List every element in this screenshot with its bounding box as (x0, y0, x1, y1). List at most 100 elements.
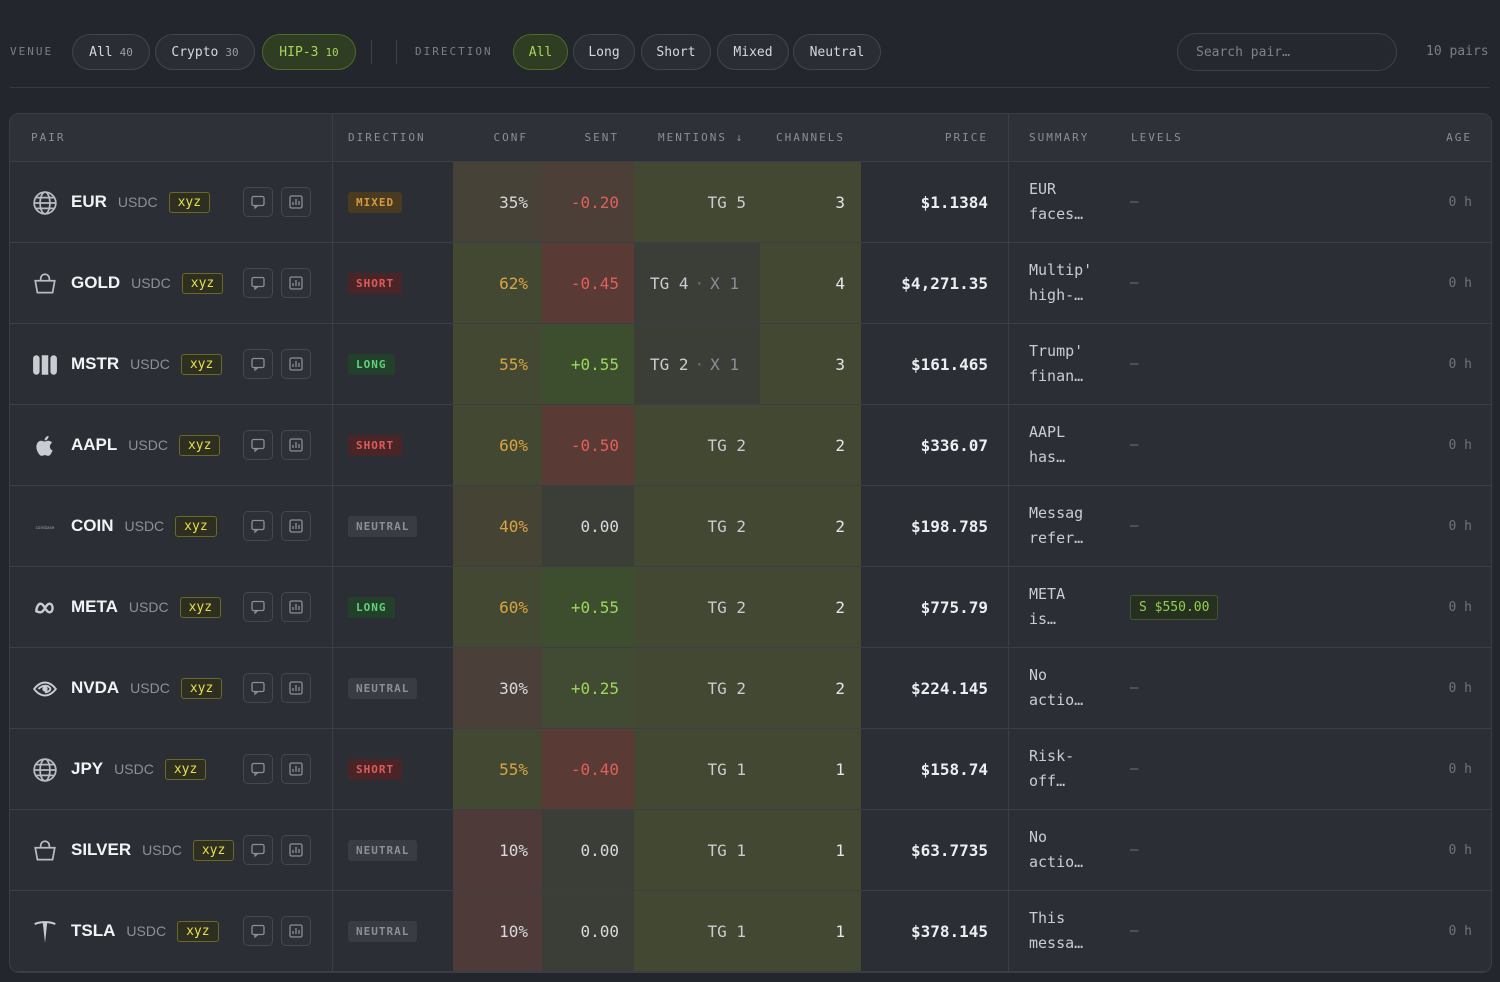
venue-chip-crypto[interactable]: Crypto 30 (155, 34, 255, 70)
pair-ticker[interactable]: GOLD (71, 273, 121, 292)
col-header-channels[interactable]: CHANNELS (776, 131, 845, 144)
conf-cell: 40% (453, 486, 542, 566)
mentions-tg: TG 1 (707, 840, 746, 860)
pair-cell: MSTR USDC xyz (71, 324, 223, 404)
search-input[interactable] (1177, 33, 1397, 71)
pair-ticker[interactable]: SILVER (71, 840, 132, 859)
summary-cell[interactable]: EUR faces… (1029, 162, 1119, 242)
col-header-conf[interactable]: CONF (493, 131, 528, 144)
chart-button[interactable] (281, 673, 311, 703)
direction-cell: NEUTRAL (348, 486, 418, 566)
chip-label: All (528, 44, 553, 60)
direction-chip-long[interactable]: Long (573, 34, 635, 70)
chat-icon (250, 275, 266, 291)
summary-cell[interactable]: No actio… (1029, 648, 1119, 728)
messages-button[interactable] (243, 754, 273, 784)
messages-button[interactable] (243, 592, 273, 622)
levels-cell: – (1130, 162, 1138, 242)
pair-ticker[interactable]: MSTR (71, 354, 120, 373)
chart-button[interactable] (281, 592, 311, 622)
venue-tag: xyz (164, 758, 207, 780)
conf-cell: 55% (453, 324, 542, 404)
pair-ticker[interactable]: META (71, 597, 118, 616)
summary-cell[interactable]: Messag refer… (1029, 486, 1119, 566)
chart-button[interactable] (281, 754, 311, 784)
chart-button[interactable] (281, 268, 311, 298)
col-header-mentions[interactable]: MENTIONS ↓ (658, 131, 745, 144)
direction-chip-neutral[interactable]: Neutral (793, 34, 881, 70)
pair-cell: NVDA USDC xyz (71, 648, 223, 728)
table-row[interactable]: GOLD USDC xyz SHORT 62% -0.45 TG 4 · X 1 4… (10, 243, 1491, 324)
messages-button[interactable] (243, 430, 273, 460)
age-text: 0 h (1448, 437, 1472, 453)
table-row[interactable]: JPY USDC xyz SHORT 55% -0.40 TG 1 1 $158… (10, 729, 1491, 810)
summary-cell[interactable]: Risk- off… (1029, 729, 1119, 809)
pair-ticker[interactable]: EUR (71, 192, 107, 211)
chart-button[interactable] (281, 187, 311, 217)
messages-button[interactable] (243, 268, 273, 298)
pair-ticker[interactable]: TSLA (71, 921, 116, 940)
venue-chip-hip-3[interactable]: HIP-3 10 (262, 34, 356, 70)
col-header-pair[interactable]: PAIR (31, 131, 66, 144)
conf-cell: 62% (453, 243, 542, 323)
chart-button[interactable] (281, 511, 311, 541)
pair-cell: SILVER USDC xyz (71, 810, 235, 890)
table-row[interactable]: TSLA USDC xyz NEUTRAL 10% 0.00 TG 1 1 $3… (10, 891, 1491, 972)
summary-cell[interactable]: Multip' high-… (1029, 243, 1119, 323)
messages-button[interactable] (243, 349, 273, 379)
pair-ticker[interactable]: AAPL (71, 435, 118, 454)
table-row[interactable]: SILVER USDC xyz NEUTRAL 10% 0.00 TG 1 1 … (10, 810, 1491, 891)
direction-chip-mixed[interactable]: Mixed (717, 34, 789, 70)
meta-icon (32, 595, 58, 621)
messages-button[interactable] (243, 835, 273, 865)
messages-button[interactable] (243, 511, 273, 541)
mentions-tg: TG 2 (707, 435, 746, 455)
chat-icon (250, 437, 266, 453)
summary-cell[interactable]: AAPL has… (1029, 405, 1119, 485)
pair-ticker[interactable]: COIN (71, 516, 114, 535)
summary-cell[interactable]: Trump' finan… (1029, 324, 1119, 404)
direction-chip-short[interactable]: Short (641, 34, 711, 70)
direction-badge: NEUTRAL (348, 677, 418, 699)
chart-icon (288, 518, 304, 534)
col-header-direction[interactable]: DIRECTION (348, 131, 426, 144)
chart-button[interactable] (281, 349, 311, 379)
col-header-sent[interactable]: SENT (584, 131, 619, 144)
price-cell: $775.79 (920, 597, 988, 617)
summary-cell[interactable]: No actio… (1029, 810, 1119, 890)
col-header-summary[interactable]: SUMMARY (1029, 131, 1090, 144)
table-row[interactable]: coinbase COIN USDC xyz NEUTRAL 40% 0.00 … (10, 486, 1491, 567)
summary-text: META is… (1029, 585, 1066, 628)
messages-button[interactable] (243, 673, 273, 703)
messages-button[interactable] (243, 916, 273, 946)
chart-button[interactable] (281, 430, 311, 460)
messages-button[interactable] (243, 187, 273, 217)
venue-chip-all[interactable]: All 40 (72, 34, 150, 70)
table-row[interactable]: MSTR USDC xyz LONG 55% +0.55 TG 2 · X 1 3 … (10, 324, 1491, 405)
age-cell: 0 h (1410, 810, 1472, 890)
sent-cell: +0.55 (542, 324, 634, 404)
pair-ticker[interactable]: JPY (71, 759, 104, 778)
col-header-price[interactable]: PRICE (944, 131, 988, 144)
table-row[interactable]: EUR USDC xyz MIXED 35% -0.20 TG 5 3 $1.1… (10, 162, 1491, 243)
chart-button[interactable] (281, 916, 311, 946)
table-row[interactable]: NVDA USDC xyz NEUTRAL 30% +0.25 TG 2 2 $… (10, 648, 1491, 729)
table-row[interactable]: META USDC xyz LONG 60% +0.55 TG 2 2 $775… (10, 567, 1491, 648)
direction-badge: NEUTRAL (348, 515, 418, 537)
summary-cell[interactable]: META is… (1029, 567, 1119, 647)
levels-cell: – (1130, 810, 1138, 890)
mentions-cell: TG 5 (634, 162, 760, 242)
summary-cell[interactable]: This messa… (1029, 891, 1119, 971)
chart-button[interactable] (281, 835, 311, 865)
chart-icon (288, 761, 304, 777)
col-header-levels[interactable]: LEVELS (1131, 131, 1183, 144)
table-row[interactable]: AAPL USDC xyz SHORT 60% -0.50 TG 2 2 $33… (10, 405, 1491, 486)
direction-chip-all[interactable]: All (513, 34, 568, 70)
direction-badge: NEUTRAL (348, 839, 418, 861)
table-header: PAIR DIRECTION CONF SENT MENTIONS ↓ CHAN… (10, 114, 1491, 162)
pair-ticker[interactable]: NVDA (71, 678, 120, 697)
sent-cell: 0.00 (542, 810, 634, 890)
chart-icon (288, 923, 304, 939)
age-cell: 0 h (1410, 405, 1472, 485)
col-header-age[interactable]: AGE (1446, 131, 1472, 144)
